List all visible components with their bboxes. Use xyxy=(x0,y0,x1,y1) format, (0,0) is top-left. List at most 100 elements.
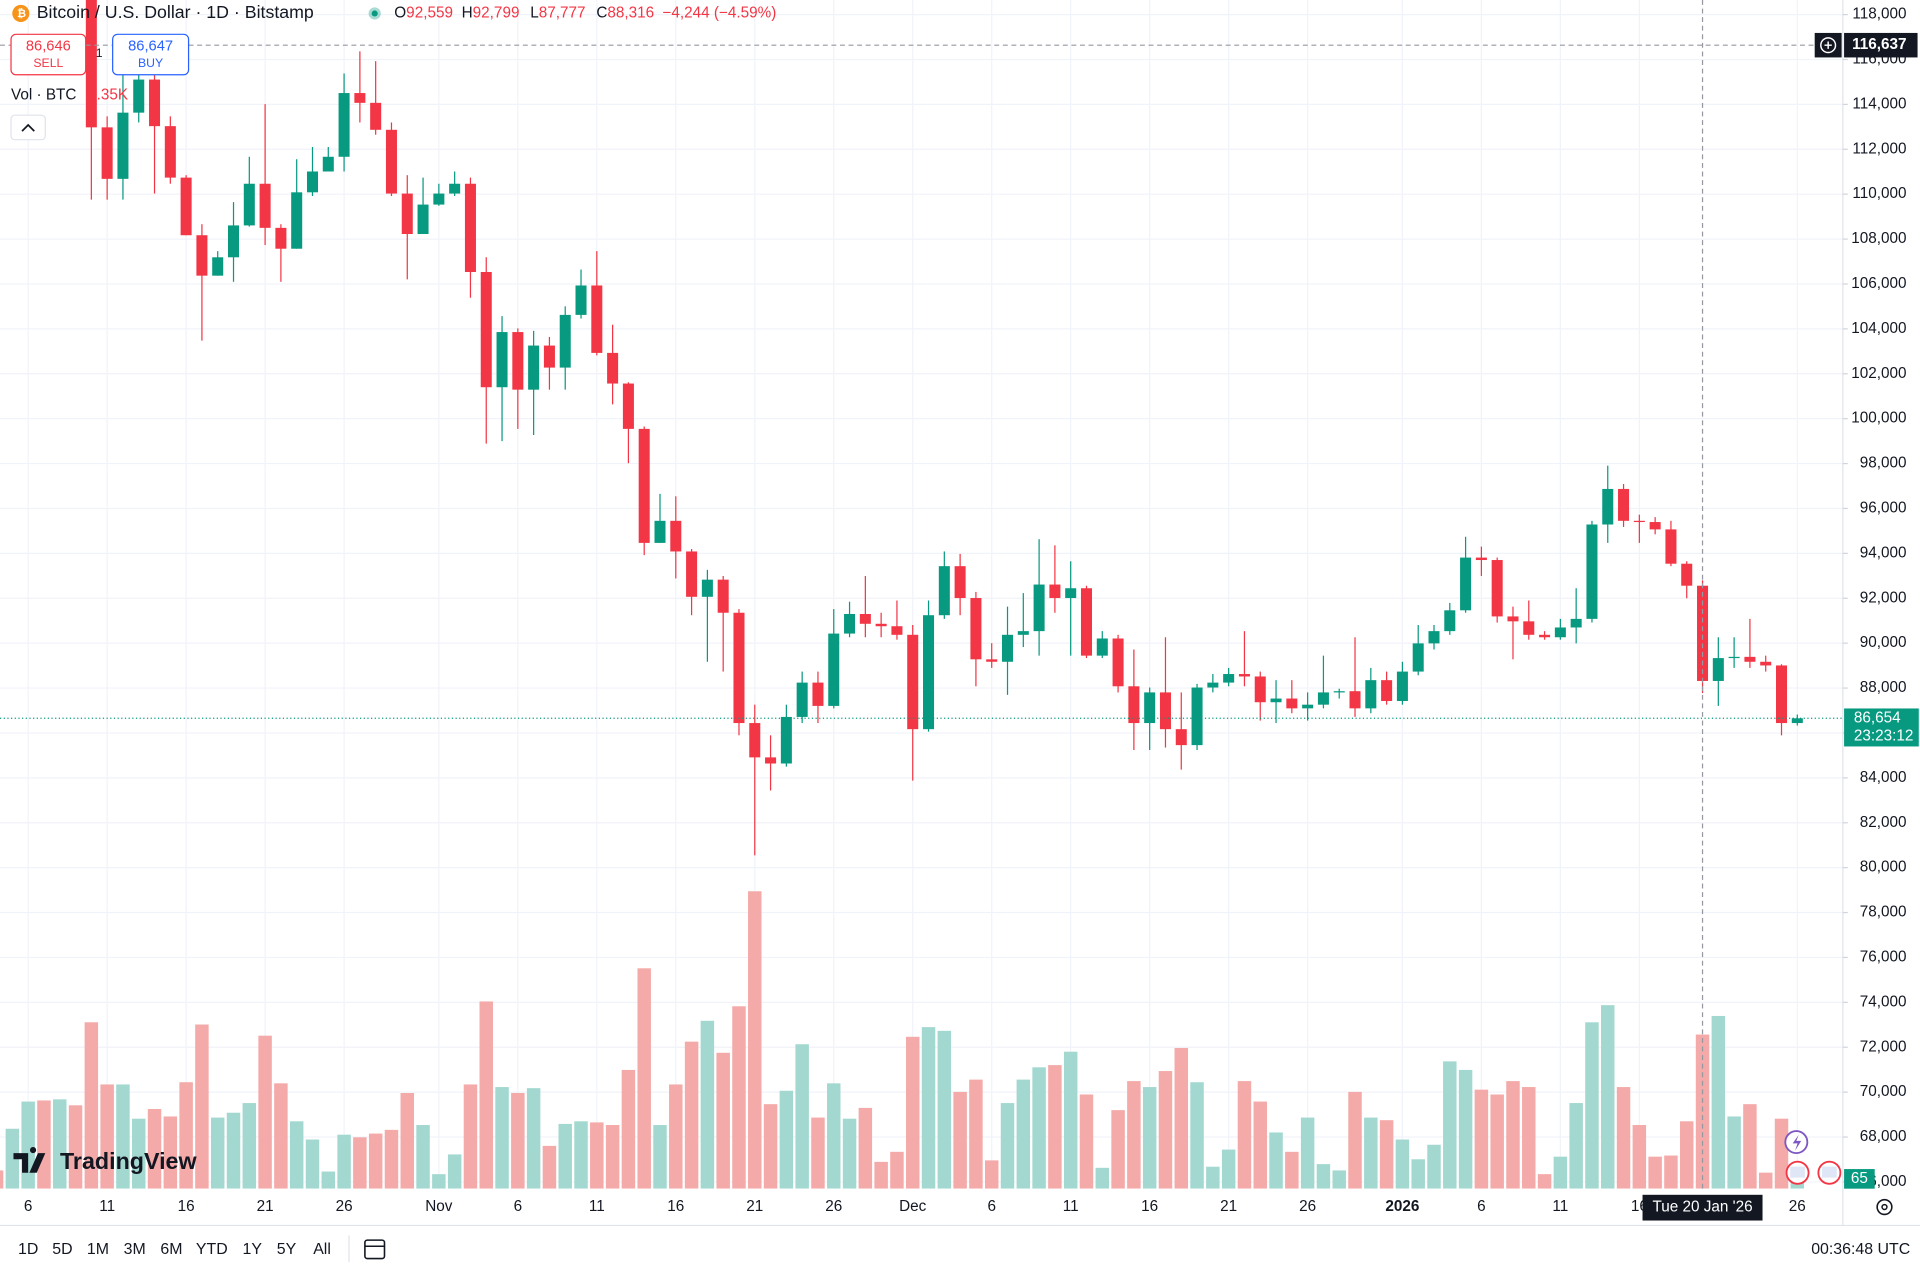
y-tick-label: 118,000 xyxy=(1852,6,1906,23)
volume-bar xyxy=(605,1125,620,1189)
volume-bar xyxy=(1522,1087,1536,1189)
sell-button[interactable]: 86,646 SELL xyxy=(10,33,87,76)
y-tick-label: 92,000 xyxy=(1860,589,1907,606)
range-button[interactable]: 1Y xyxy=(243,1241,263,1258)
volume-bar xyxy=(432,1174,446,1189)
volume-bar xyxy=(1111,1110,1125,1189)
candle-body xyxy=(765,757,777,764)
candle-body xyxy=(1618,488,1630,521)
volume-bar xyxy=(984,1160,999,1189)
buy-button[interactable]: 86,647 BUY xyxy=(112,33,190,76)
sell-price[interactable]: 86,646 xyxy=(26,38,71,54)
range-button[interactable]: 3M xyxy=(124,1241,146,1258)
volume-bar xyxy=(779,1090,794,1189)
crosshair-price-box xyxy=(1844,32,1918,58)
buy-box[interactable] xyxy=(112,33,190,76)
x-tick-label: 6 xyxy=(24,1198,33,1215)
x-tick-label: 16 xyxy=(667,1198,684,1215)
x-tick-label: 21 xyxy=(257,1198,274,1215)
x-tick-label: 6 xyxy=(1477,1198,1486,1215)
range-button[interactable]: YTD xyxy=(196,1241,228,1258)
candle-body xyxy=(1096,638,1108,656)
calendar-icon[interactable] xyxy=(364,1239,386,1260)
candle-body xyxy=(1065,588,1077,599)
candle-body xyxy=(1238,674,1250,677)
volume-bar xyxy=(242,1103,257,1189)
sell-label[interactable]: SELL xyxy=(33,56,63,70)
event-flag-fill xyxy=(1790,1166,1805,1178)
last-price-box xyxy=(1844,708,1919,747)
volume-bar xyxy=(1506,1081,1520,1189)
y-tick-label: 80,000 xyxy=(1860,859,1907,876)
spread: 1 xyxy=(96,46,103,60)
volume-bar xyxy=(1364,1117,1378,1189)
collapse-button[interactable] xyxy=(10,114,46,141)
volume-bar xyxy=(1680,1121,1694,1189)
candle-body xyxy=(1460,557,1472,611)
volume-bar xyxy=(653,1125,667,1189)
axes: 118,000116,000114,000112,000110,000108,0… xyxy=(24,6,1919,1221)
volume-bar xyxy=(274,1083,288,1189)
volume-bar xyxy=(258,1035,272,1189)
volume-bar xyxy=(0,1170,4,1189)
candle-body xyxy=(338,93,350,157)
candle-body xyxy=(1507,616,1519,622)
candle-body xyxy=(844,613,856,634)
date-range-button[interactable] xyxy=(364,1239,386,1260)
candle-body xyxy=(1712,658,1724,681)
last-price-label: 86,654 xyxy=(1854,709,1901,726)
buy-price[interactable]: 86,647 xyxy=(128,38,173,54)
candle-body xyxy=(986,659,998,662)
candle-body xyxy=(1365,680,1377,709)
crosshair-add-icon[interactable] xyxy=(1820,37,1837,54)
candle-body xyxy=(433,193,445,205)
range-button[interactable]: 5D xyxy=(52,1241,72,1258)
volume-bar xyxy=(1016,1079,1031,1189)
x-tick-label: Dec xyxy=(899,1198,927,1215)
buy-label[interactable]: BUY xyxy=(138,56,163,70)
volume-bar xyxy=(1632,1125,1647,1189)
x-tick-label: 16 xyxy=(178,1198,195,1215)
y-tick-label: 96,000 xyxy=(1860,500,1907,517)
volume-bar xyxy=(1000,1103,1015,1189)
logo: TradingView xyxy=(13,1147,197,1174)
candle-body xyxy=(85,0,97,128)
settings-icon[interactable] xyxy=(1876,1198,1893,1216)
sell-box[interactable] xyxy=(10,33,87,76)
alert-bolt xyxy=(1792,1134,1802,1151)
y-tick-label: 76,000 xyxy=(1860,948,1907,965)
volume-bar xyxy=(1664,1155,1678,1189)
volume-bar xyxy=(1569,1103,1583,1189)
candle-body xyxy=(638,428,650,543)
volume-bar xyxy=(590,1122,604,1189)
candle-body xyxy=(575,285,587,315)
candle-body xyxy=(717,579,729,613)
volume-bar xyxy=(37,1100,51,1189)
volume-bar xyxy=(447,1154,462,1189)
settings[interactable] xyxy=(1876,1198,1893,1216)
crosshair-price-label: 116,637 xyxy=(1852,36,1906,53)
range-button[interactable]: All xyxy=(313,1241,331,1258)
ohlc-item: C88,316 xyxy=(596,5,654,22)
range-button[interactable]: 1D xyxy=(18,1241,38,1258)
volume-bar xyxy=(1601,1005,1615,1189)
collapse-caret[interactable] xyxy=(21,123,35,132)
candle-body xyxy=(828,633,840,706)
range-button[interactable]: 6M xyxy=(160,1241,182,1258)
volume-bar xyxy=(1348,1091,1362,1189)
collapse-box[interactable] xyxy=(10,114,46,141)
volume-bar xyxy=(511,1093,525,1189)
range-button[interactable]: 5Y xyxy=(277,1241,297,1258)
y-tick-label: 102,000 xyxy=(1851,365,1906,382)
range-button[interactable]: 1M xyxy=(87,1241,109,1258)
candle-body xyxy=(1396,671,1408,701)
volume-bar xyxy=(1221,1149,1236,1189)
volume-bar xyxy=(1237,1081,1252,1189)
y-tick-label: 114,000 xyxy=(1852,95,1906,112)
candle-body xyxy=(1681,563,1693,586)
bitcoin-icon xyxy=(12,4,30,23)
ohlc-item: L87,777 xyxy=(530,5,585,22)
x-tick-label: 21 xyxy=(746,1198,763,1215)
y-tick-label: 94,000 xyxy=(1860,544,1907,561)
